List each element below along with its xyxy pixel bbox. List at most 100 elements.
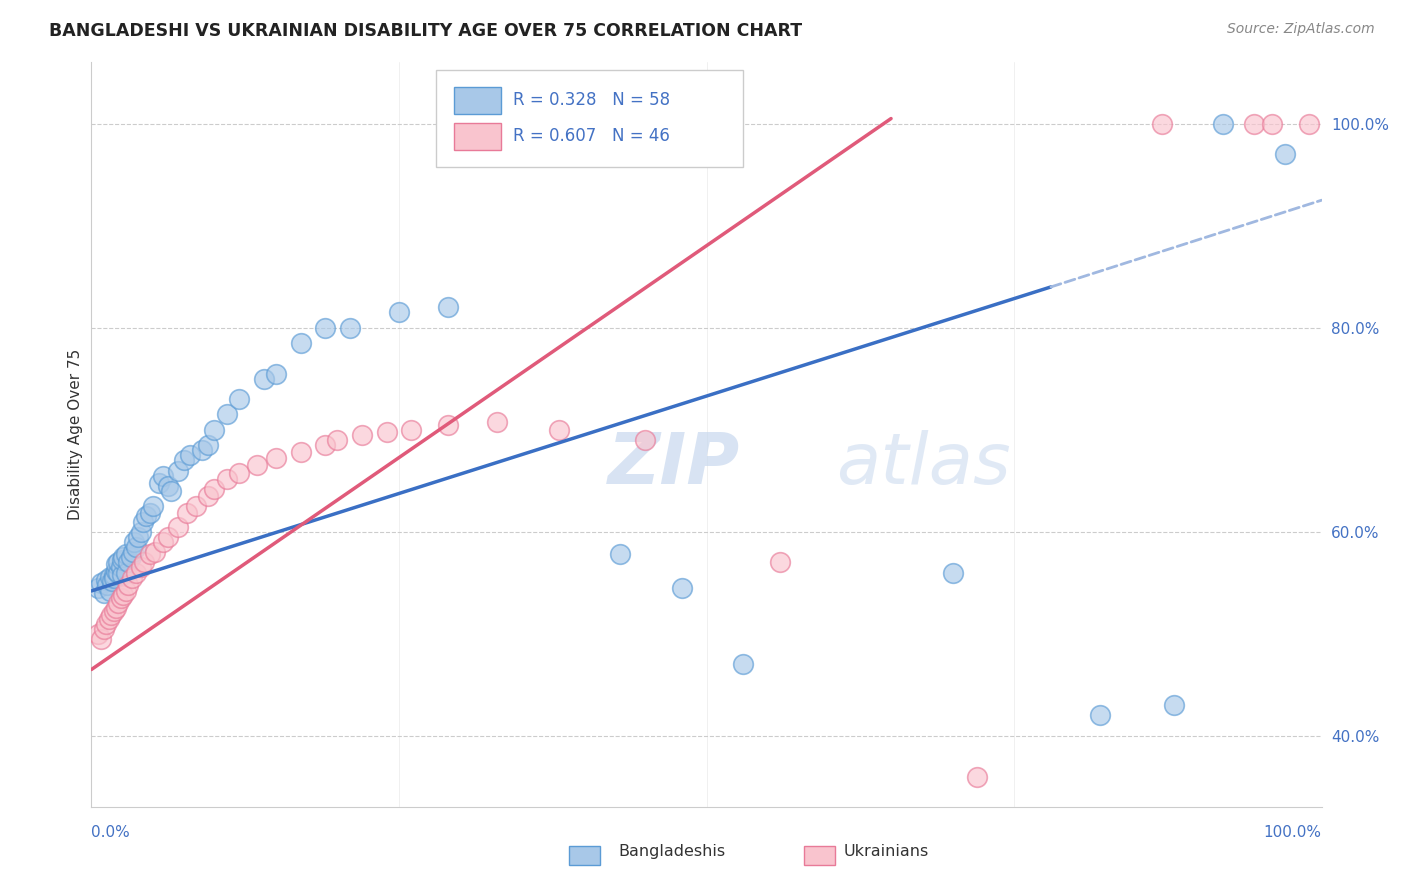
Point bbox=[124, 535, 146, 549]
Point bbox=[101, 574, 124, 588]
Point bbox=[135, 509, 156, 524]
Point bbox=[264, 367, 287, 381]
Point bbox=[110, 560, 132, 574]
Point bbox=[966, 770, 988, 784]
Point bbox=[98, 584, 121, 599]
Point bbox=[1261, 117, 1284, 131]
Point bbox=[388, 305, 411, 319]
Text: R = 0.328   N = 58: R = 0.328 N = 58 bbox=[513, 91, 671, 110]
Text: Ukrainians: Ukrainians bbox=[844, 845, 929, 859]
Text: BANGLADESHI VS UKRAINIAN DISABILITY AGE OVER 75 CORRELATION CHART: BANGLADESHI VS UKRAINIAN DISABILITY AGE … bbox=[49, 22, 803, 40]
Point bbox=[769, 555, 792, 569]
Point bbox=[1243, 117, 1265, 131]
Point bbox=[148, 475, 170, 490]
Point bbox=[139, 507, 162, 521]
Point bbox=[105, 558, 127, 572]
Point bbox=[114, 547, 138, 561]
Point bbox=[124, 566, 146, 580]
Point bbox=[290, 445, 312, 459]
Point bbox=[86, 581, 108, 595]
Point bbox=[1298, 117, 1320, 131]
Point bbox=[609, 547, 631, 561]
Point bbox=[100, 608, 122, 623]
Point bbox=[399, 423, 422, 437]
Point bbox=[246, 458, 269, 473]
Point bbox=[1163, 698, 1185, 713]
Point bbox=[1212, 117, 1234, 131]
Point bbox=[110, 591, 132, 606]
Point bbox=[166, 464, 188, 478]
Point bbox=[176, 507, 198, 521]
Point bbox=[103, 604, 125, 618]
Point bbox=[139, 547, 162, 561]
Point bbox=[197, 489, 219, 503]
Point bbox=[166, 519, 188, 533]
Point bbox=[96, 573, 117, 587]
Point bbox=[121, 571, 143, 585]
Point bbox=[179, 448, 201, 462]
Point bbox=[326, 433, 349, 447]
Point bbox=[98, 569, 121, 583]
Point bbox=[156, 479, 179, 493]
Point bbox=[127, 530, 149, 544]
Point bbox=[112, 588, 135, 602]
Point bbox=[253, 372, 276, 386]
Point bbox=[215, 408, 238, 422]
Point bbox=[93, 586, 115, 600]
Point bbox=[264, 451, 287, 466]
Point bbox=[112, 550, 135, 565]
FancyBboxPatch shape bbox=[436, 70, 744, 167]
Text: 0.0%: 0.0% bbox=[91, 825, 131, 840]
Point bbox=[352, 428, 374, 442]
Point bbox=[124, 540, 146, 554]
Point bbox=[103, 571, 125, 585]
Point bbox=[107, 596, 129, 610]
Point bbox=[120, 550, 142, 565]
Point bbox=[437, 301, 460, 315]
Point bbox=[215, 472, 238, 486]
Point bbox=[173, 453, 195, 467]
Point bbox=[634, 433, 657, 447]
Text: 100.0%: 100.0% bbox=[1264, 825, 1322, 840]
Text: Bangladeshis: Bangladeshis bbox=[619, 845, 725, 859]
Point bbox=[103, 567, 125, 582]
Point bbox=[142, 500, 165, 514]
Point bbox=[114, 584, 138, 599]
Point bbox=[547, 423, 569, 437]
Point bbox=[129, 560, 152, 574]
Point bbox=[733, 657, 755, 672]
Point bbox=[152, 535, 174, 549]
Point bbox=[160, 483, 183, 498]
Point bbox=[117, 578, 139, 592]
Point bbox=[202, 423, 225, 437]
Point bbox=[314, 438, 336, 452]
Point bbox=[114, 566, 138, 580]
Point bbox=[93, 622, 115, 636]
Point bbox=[197, 438, 219, 452]
Point bbox=[486, 415, 509, 429]
Point bbox=[202, 482, 225, 496]
Point bbox=[145, 545, 166, 559]
Point bbox=[105, 564, 127, 578]
Point bbox=[1088, 708, 1111, 723]
Point bbox=[96, 616, 117, 631]
Point bbox=[134, 555, 156, 569]
Point bbox=[90, 575, 112, 590]
Point bbox=[941, 566, 963, 580]
Point bbox=[290, 336, 312, 351]
Point bbox=[96, 578, 118, 592]
Point bbox=[375, 425, 398, 439]
Point bbox=[97, 611, 120, 625]
Point bbox=[111, 567, 134, 582]
Point bbox=[156, 530, 179, 544]
Point bbox=[132, 515, 155, 529]
Point bbox=[122, 545, 145, 559]
Text: atlas: atlas bbox=[835, 430, 1011, 500]
Point bbox=[184, 500, 207, 514]
FancyBboxPatch shape bbox=[454, 87, 501, 114]
Point bbox=[111, 553, 134, 567]
Y-axis label: Disability Age Over 75: Disability Age Over 75 bbox=[67, 350, 83, 520]
Point bbox=[228, 392, 250, 406]
FancyBboxPatch shape bbox=[454, 123, 501, 150]
Point bbox=[117, 555, 139, 569]
